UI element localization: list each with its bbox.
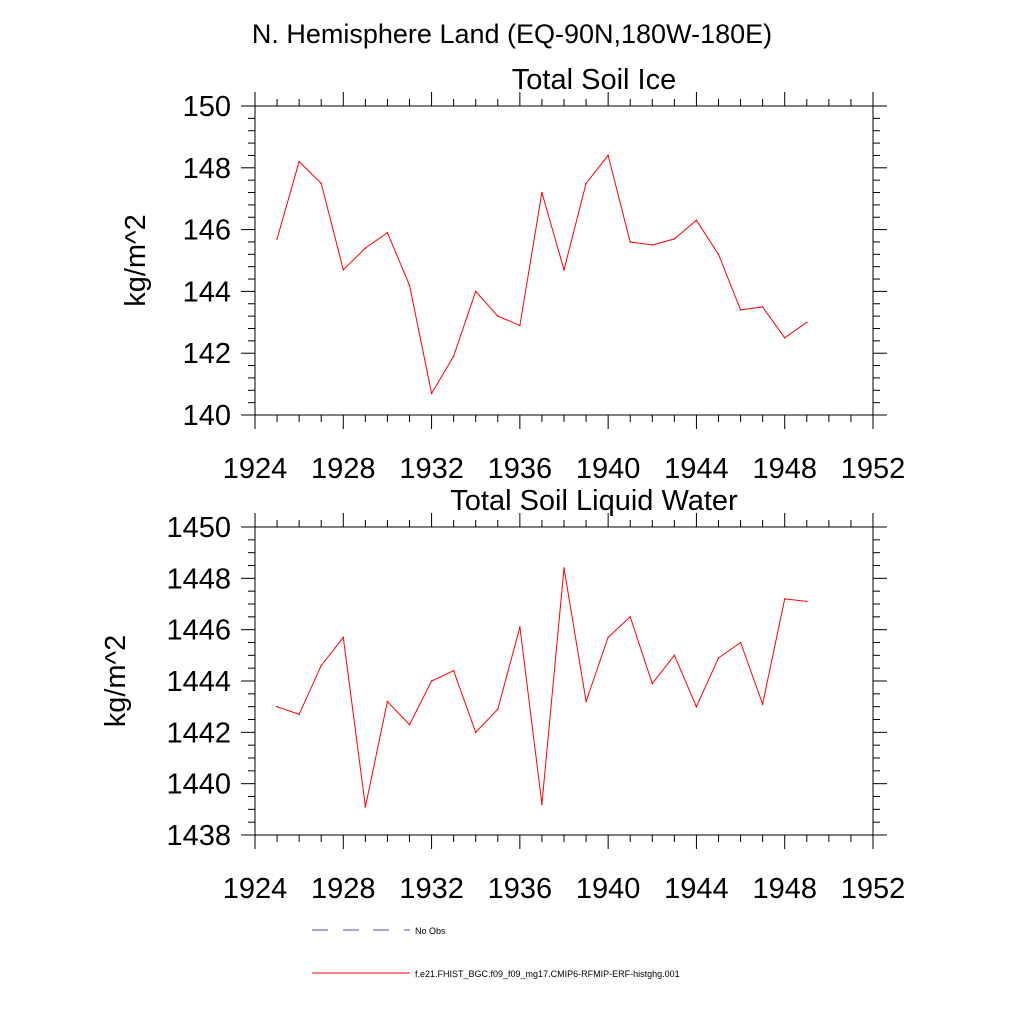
y-tick-label: 150 xyxy=(183,91,231,123)
data-point xyxy=(805,600,808,603)
x-tick-label: 1932 xyxy=(399,873,464,905)
data-point xyxy=(563,567,565,569)
chart-title: Total Soil Liquid Water xyxy=(450,485,738,517)
data-point xyxy=(298,160,300,163)
data-point xyxy=(695,705,698,708)
y-tick-label: 1444 xyxy=(166,666,231,698)
data-point xyxy=(519,324,521,327)
data-point xyxy=(320,664,323,667)
x-tick-label: 1944 xyxy=(664,873,729,905)
data-point xyxy=(783,336,786,339)
y-tick-label: 1448 xyxy=(166,563,231,595)
data-point xyxy=(783,598,786,600)
data-point xyxy=(496,315,499,317)
y-tick-label: 1450 xyxy=(166,512,231,544)
y-tick-label: 144 xyxy=(183,276,231,308)
series-line xyxy=(276,154,808,395)
data-point xyxy=(298,713,300,716)
legend: No Obs f.e21.FHIST_BGC.f09_f09_mg17.CMIP6… xyxy=(312,926,680,979)
data-point xyxy=(739,641,742,644)
data-point xyxy=(474,731,477,734)
data-point xyxy=(276,705,278,708)
data-point xyxy=(585,182,587,185)
data-point xyxy=(563,268,565,271)
data-point xyxy=(320,182,323,185)
data-point xyxy=(452,669,455,672)
x-tick-label: 1948 xyxy=(752,873,817,905)
series-line xyxy=(276,568,807,807)
x-tick-label: 1948 xyxy=(752,453,817,485)
data-point xyxy=(761,703,764,705)
data-point xyxy=(805,321,808,324)
data-point xyxy=(496,708,499,711)
y-tick-label: 146 xyxy=(183,215,231,247)
x-tick-label: 1928 xyxy=(311,453,376,485)
data-point xyxy=(430,680,433,682)
data-point xyxy=(585,700,587,703)
y-tick-label: 1438 xyxy=(166,820,231,852)
x-tick-label: 1936 xyxy=(488,873,553,905)
page-title: N. Hemisphere Land (EQ-90N,180W-180E) xyxy=(252,19,772,49)
data-point xyxy=(673,238,676,240)
data-point xyxy=(651,682,654,685)
y-axis-label: kg/m^2 xyxy=(120,214,152,307)
x-tick-label: 1924 xyxy=(223,453,288,485)
x-tick-label: 1928 xyxy=(311,873,376,905)
y-axis-label: kg/m^2 xyxy=(100,635,132,728)
x-tick-label: 1940 xyxy=(576,873,641,905)
data-point xyxy=(342,636,345,639)
data-point xyxy=(541,803,543,805)
data-point xyxy=(408,284,411,287)
x-tick-label: 1944 xyxy=(664,453,729,485)
panel-total-soil-liquid-water: Total Soil Liquid Water kg/m^2 1924 1928 193… xyxy=(100,485,905,905)
data-point xyxy=(717,253,720,256)
data-point xyxy=(386,700,389,703)
data-point xyxy=(695,219,698,222)
data-point xyxy=(673,654,676,657)
y-tick-label: 142 xyxy=(183,338,231,370)
legend-label: f.e21.FHIST_BGC.f09_f09_mg17.CMIP6-RFMIP… xyxy=(415,969,680,979)
data-point xyxy=(607,636,609,639)
y-tick-label: 148 xyxy=(183,153,231,185)
x-tick-label: 1932 xyxy=(399,453,464,485)
data-point xyxy=(452,355,455,358)
plot-frame xyxy=(254,105,874,416)
legend-label: No Obs xyxy=(415,926,446,936)
data-point xyxy=(739,309,742,311)
chart-title: Total Soil Ice xyxy=(512,64,676,96)
y-tick-label: 140 xyxy=(183,400,231,432)
data-point xyxy=(386,231,389,234)
y-tick-label: 1446 xyxy=(166,615,231,647)
y-tick-label: 1440 xyxy=(166,769,231,801)
x-tick-label: 1924 xyxy=(223,873,288,905)
data-point xyxy=(408,723,411,726)
x-tick-label: 1940 xyxy=(576,453,641,485)
panel-total-soil-ice: Total Soil Ice kg/m^2 1924 1928 1932 1936 1940… xyxy=(120,64,905,485)
data-point xyxy=(651,244,654,246)
data-point xyxy=(541,191,543,194)
data-point xyxy=(342,268,345,271)
data-point xyxy=(607,154,609,157)
data-point xyxy=(629,241,632,243)
x-tick-label: 1952 xyxy=(841,453,906,485)
data-point xyxy=(364,805,367,808)
data-point xyxy=(761,306,764,308)
x-tick-label: 1936 xyxy=(488,453,553,485)
x-tick-label: 1952 xyxy=(841,873,906,905)
data-point xyxy=(276,238,278,240)
data-point xyxy=(364,247,367,249)
data-point xyxy=(629,616,632,618)
data-point xyxy=(430,392,433,395)
data-point xyxy=(474,290,477,293)
data-point xyxy=(717,657,720,659)
y-tick-label: 1442 xyxy=(166,717,231,749)
data-point xyxy=(519,626,521,628)
